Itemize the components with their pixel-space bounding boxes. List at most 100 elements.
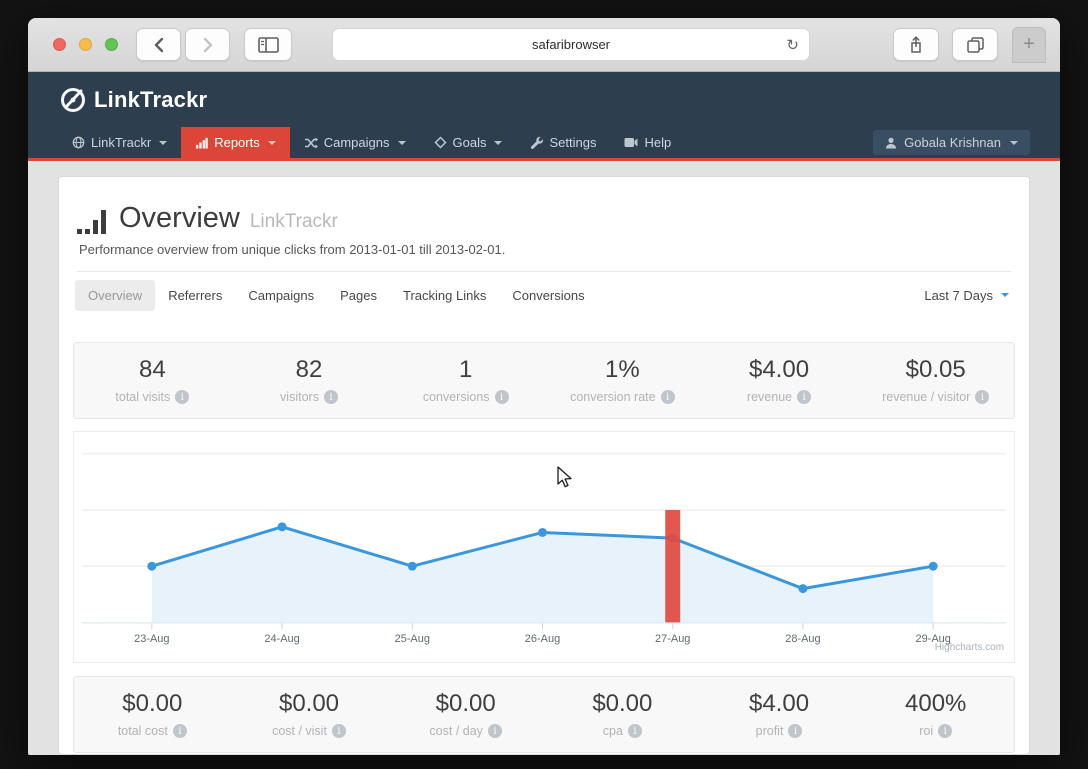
fullscreen-window-button[interactable]	[105, 38, 118, 51]
user-name: Gobala Krishnan	[904, 135, 1001, 150]
info-icon[interactable]: i	[494, 390, 509, 404]
nav-item-goals[interactable]: Goals	[420, 127, 517, 158]
nav-label: Reports	[214, 135, 260, 150]
date-range-label: Last 7 Days	[924, 287, 993, 303]
globe-icon	[72, 136, 85, 149]
address-bar[interactable]: safaribrowser ↻	[332, 28, 810, 61]
user-menu[interactable]: Gobala Krishnan	[873, 130, 1030, 155]
info-icon[interactable]: i	[487, 724, 502, 738]
tabs-icon	[966, 36, 984, 53]
tab-conversions[interactable]: Conversions	[512, 287, 585, 303]
nav-label: LinkTrackr	[91, 135, 152, 150]
stat-value: $0.00	[278, 690, 340, 717]
nav-label: Campaigns	[323, 135, 390, 150]
nav-label: Help	[644, 135, 672, 150]
stat-value: 82	[295, 356, 323, 383]
tab-referrers[interactable]: Referrers	[168, 287, 223, 303]
browser-window: safaribrowser ↻ +	[28, 18, 1060, 755]
stat-value: $0.00	[122, 690, 183, 717]
title-block: Overview LinkTrackr Performance overview…	[73, 177, 1015, 272]
date-range-select[interactable]: Last 7 Days	[924, 288, 1013, 303]
close-window-button[interactable]	[53, 38, 66, 51]
tab-campaigns[interactable]: Campaigns	[248, 287, 315, 303]
reload-icon[interactable]: ↻	[786, 35, 799, 54]
minimize-window-button[interactable]	[79, 38, 92, 51]
stat-value: $0.00	[435, 690, 496, 717]
stat-revenue-per-visitor: $0.05 revenue / visitor i	[857, 356, 1014, 404]
stat-label: cpa	[602, 724, 623, 738]
chart-canvas[interactable]: 23-Aug 24-Aug 25-Aug 26-Aug 27-Aug 28-Aug 29-A…	[74, 432, 1014, 662]
nav-item-reports[interactable]: Reports	[181, 127, 290, 158]
svg-text:27-Aug: 27-Aug	[655, 633, 690, 645]
stat-label: conversions	[422, 390, 490, 404]
tab-tracking-links[interactable]: Tracking Links	[403, 287, 487, 303]
stat-value: 84	[138, 356, 166, 383]
stat-value: 400%	[905, 690, 967, 717]
stat-label: visitors	[280, 390, 319, 404]
stat-profit: $4.00 profit i	[701, 690, 858, 738]
info-icon[interactable]: i	[323, 390, 338, 404]
chevron-right-icon	[203, 37, 212, 52]
info-icon[interactable]: i	[975, 390, 990, 404]
camera-icon	[624, 137, 638, 148]
svg-text:Highcharts.com: Highcharts.com	[935, 642, 1004, 653]
info-icon[interactable]: i	[938, 724, 953, 738]
nav-item-linktrackr[interactable]: LinkTrackr	[58, 127, 181, 158]
info-icon[interactable]: i	[797, 390, 812, 404]
info-icon[interactable]: i	[660, 390, 675, 404]
back-button[interactable]	[136, 28, 181, 61]
report-tabs: Overview Referrers Campaigns Pages Track…	[73, 272, 1015, 318]
tab-pages[interactable]: Pages	[340, 287, 378, 303]
svg-text:28-Aug: 28-Aug	[785, 633, 820, 645]
page-title: Overview	[119, 202, 240, 234]
stat-label: roi	[919, 724, 934, 738]
nav-item-help[interactable]: Help	[610, 127, 685, 158]
stat-label: revenue / visitor	[882, 390, 971, 404]
stat-label: revenue	[746, 390, 793, 404]
stat-value: $4.00	[748, 690, 810, 717]
info-icon[interactable]: i	[172, 724, 187, 738]
forward-button[interactable]	[185, 28, 230, 61]
info-icon[interactable]: i	[331, 724, 346, 738]
stat-revenue: $4.00 revenue i	[701, 356, 858, 404]
page-subtitle: Performance overview from unique clicks …	[79, 242, 506, 257]
chevron-down-icon	[397, 140, 406, 145]
stat-roi: 400% roi i	[857, 690, 1014, 738]
nav-item-settings[interactable]: Settings	[516, 127, 610, 158]
info-icon[interactable]: i	[175, 390, 190, 404]
stat-cost-per-visit: $0.00 cost / visit i	[231, 690, 388, 738]
stat-value: $0.05	[905, 356, 966, 383]
stat-label: total visits	[115, 390, 171, 404]
brand-logo[interactable]: LinkTrackr	[58, 85, 207, 115]
nav-label: Settings	[549, 135, 597, 150]
stat-conversion-rate: 1% conversion rate i	[544, 356, 701, 404]
stat-label: conversion rate	[570, 390, 656, 404]
stat-label: cost / visit	[272, 724, 327, 738]
info-icon[interactable]: i	[627, 724, 642, 738]
info-icon[interactable]: i	[788, 724, 803, 738]
svg-text:29-Aug: 29-Aug	[915, 633, 950, 645]
stat-label: cost / day	[429, 724, 483, 738]
stat-value: $0.00	[592, 690, 653, 717]
new-tab-button[interactable]: +	[1012, 26, 1046, 63]
chevron-down-icon	[1010, 140, 1018, 145]
site-header: LinkTrackr	[28, 72, 1060, 127]
divider	[77, 271, 1011, 272]
diamond-icon	[433, 136, 447, 149]
sidebar-toggle-button[interactable]	[244, 28, 292, 61]
chevron-down-icon	[267, 140, 276, 145]
stat-conversions: 1 conversions i	[387, 356, 544, 404]
share-icon	[911, 35, 921, 53]
content-card: Overview LinkTrackr Performance overview…	[58, 176, 1030, 755]
nav-item-campaigns[interactable]: Campaigns	[290, 127, 420, 158]
chevron-down-icon	[159, 140, 168, 145]
svg-text:23-Aug: 23-Aug	[134, 633, 169, 645]
chevron-left-icon	[154, 37, 163, 52]
stat-cost-per-day: $0.00 cost / day i	[387, 690, 544, 738]
visits-chart[interactable]: 23-Aug 24-Aug 25-Aug 26-Aug 27-Aug 28-Aug 29-A…	[73, 431, 1015, 663]
share-button[interactable]	[893, 28, 939, 61]
tab-overview-button[interactable]	[952, 28, 998, 61]
sidebar-icon	[257, 36, 279, 53]
tab-overview[interactable]: Overview	[75, 279, 156, 311]
stat-value: 1	[459, 356, 473, 383]
